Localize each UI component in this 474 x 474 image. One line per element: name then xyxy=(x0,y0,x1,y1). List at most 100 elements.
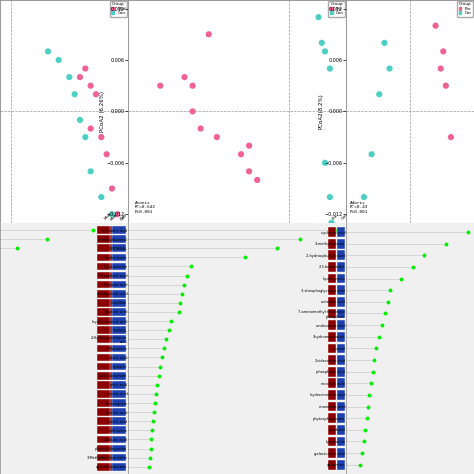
Bar xyxy=(115,454,125,462)
Bar xyxy=(97,263,110,270)
Y-axis label: PCoA2(8.2%): PCoA2(8.2%) xyxy=(318,93,323,129)
Point xyxy=(386,65,393,73)
Bar xyxy=(105,436,114,443)
Bar xyxy=(115,299,125,307)
Bar xyxy=(105,345,114,352)
Bar xyxy=(112,226,126,234)
Bar xyxy=(115,463,125,471)
Bar xyxy=(105,354,114,361)
Bar xyxy=(97,372,110,380)
Point xyxy=(205,30,212,38)
Bar xyxy=(112,418,126,425)
Bar xyxy=(112,272,126,279)
Point xyxy=(246,142,253,149)
Bar xyxy=(112,427,126,434)
Point xyxy=(108,185,116,192)
Bar xyxy=(105,463,114,471)
Bar xyxy=(112,299,126,307)
Point xyxy=(113,210,121,218)
Point xyxy=(92,91,100,98)
Bar xyxy=(97,327,110,334)
Text: Con: Con xyxy=(119,213,128,221)
Bar xyxy=(112,399,126,407)
Bar xyxy=(105,236,114,243)
Bar xyxy=(115,236,125,243)
Bar xyxy=(112,354,126,361)
Bar xyxy=(115,445,125,452)
Point xyxy=(375,91,383,98)
Point xyxy=(156,82,164,90)
Bar xyxy=(328,332,336,342)
Bar xyxy=(105,263,114,270)
Bar xyxy=(97,281,110,289)
Bar xyxy=(112,254,126,261)
Bar xyxy=(112,445,126,452)
Bar xyxy=(337,378,345,388)
Bar xyxy=(112,372,126,380)
Bar xyxy=(115,399,125,407)
Bar xyxy=(115,408,125,416)
Point xyxy=(442,82,450,90)
Bar xyxy=(97,345,110,352)
Bar xyxy=(105,390,114,398)
Bar xyxy=(337,401,345,411)
Point xyxy=(432,22,439,29)
Bar xyxy=(112,363,126,370)
Bar xyxy=(105,372,114,380)
Bar xyxy=(337,355,345,365)
Bar xyxy=(115,345,125,352)
Bar xyxy=(115,418,125,425)
Bar xyxy=(115,381,125,389)
Bar xyxy=(97,381,110,389)
Bar xyxy=(337,367,345,376)
Bar xyxy=(97,272,110,279)
Bar xyxy=(105,290,114,298)
Point xyxy=(189,82,196,90)
Point xyxy=(439,47,447,55)
Bar xyxy=(97,308,110,316)
Point xyxy=(197,125,204,132)
Bar xyxy=(115,354,125,361)
Bar xyxy=(328,413,336,423)
Bar xyxy=(112,245,126,252)
Bar xyxy=(328,262,336,272)
Bar xyxy=(115,390,125,398)
Bar xyxy=(337,239,345,248)
Bar xyxy=(97,399,110,407)
Bar xyxy=(97,236,110,243)
Bar xyxy=(328,378,336,388)
Bar xyxy=(337,262,345,272)
Text: Mod: Mod xyxy=(104,212,112,221)
Bar xyxy=(328,448,336,458)
Bar xyxy=(112,454,126,462)
Point xyxy=(254,176,261,184)
Bar xyxy=(97,226,110,234)
Text: Adoris
R²=0.43
P=0.001: Adoris R²=0.43 P=0.001 xyxy=(350,201,368,214)
Text: Con: Con xyxy=(120,214,128,222)
Point xyxy=(437,65,445,73)
Point xyxy=(237,150,245,158)
Point xyxy=(328,219,335,227)
Text: Aconis
R²=0.642
P=0.001: Aconis R²=0.642 P=0.001 xyxy=(135,201,155,214)
Bar xyxy=(105,408,114,416)
Bar xyxy=(97,299,110,307)
Bar xyxy=(97,354,110,361)
Bar xyxy=(328,460,336,470)
Bar xyxy=(337,332,345,342)
Bar xyxy=(97,363,110,370)
Point xyxy=(82,65,89,73)
Bar xyxy=(105,281,114,289)
Bar xyxy=(112,281,126,289)
Bar xyxy=(112,381,126,389)
Bar xyxy=(328,227,336,237)
Bar xyxy=(328,285,336,295)
Bar xyxy=(337,344,345,353)
Bar xyxy=(328,239,336,248)
Point xyxy=(360,193,368,201)
Bar xyxy=(328,390,336,400)
Point xyxy=(98,133,105,141)
Text: Con: Con xyxy=(341,212,349,220)
Bar xyxy=(105,272,114,279)
Bar xyxy=(115,308,125,316)
Bar xyxy=(115,363,125,370)
